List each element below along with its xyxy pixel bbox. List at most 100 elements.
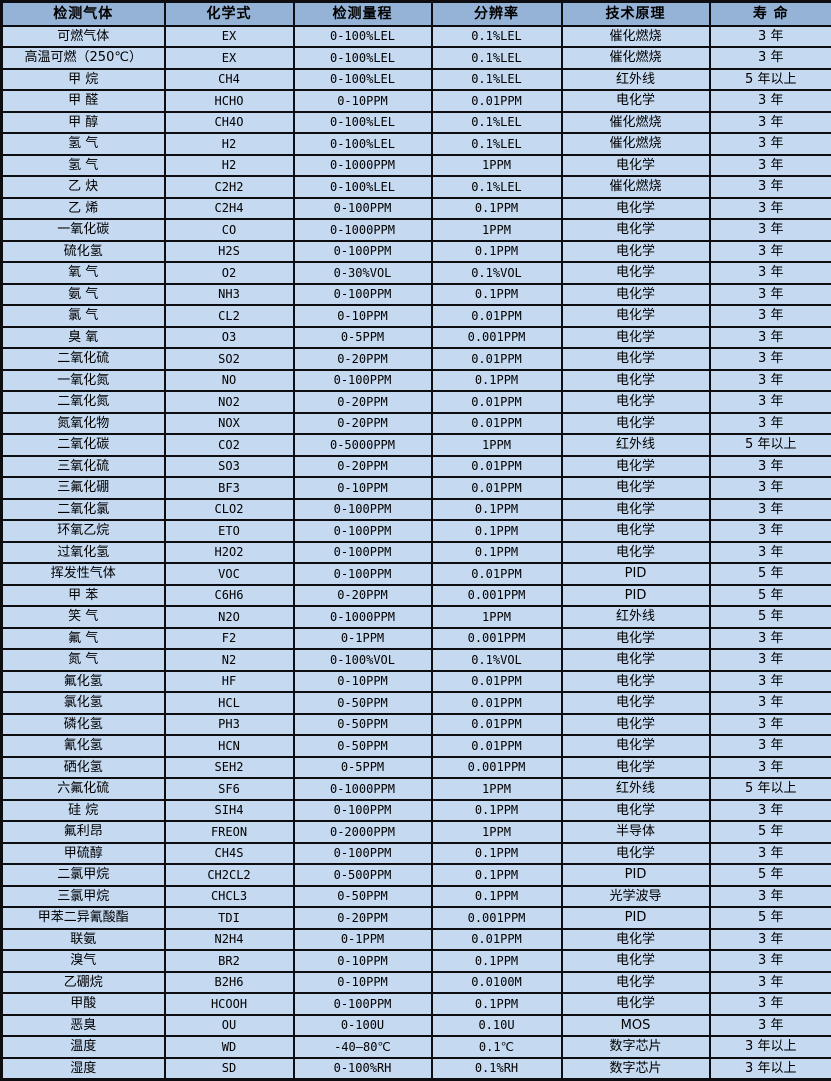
cell-lifespan: 5 年 (710, 606, 831, 628)
column-header-resolution: 分辨率 (432, 2, 562, 26)
cell-resolution: 0.1PPM (432, 843, 562, 865)
cell-gas: 硒化氢 (2, 757, 165, 779)
cell-resolution: 0.1%VOL (432, 649, 562, 671)
cell-gas: 环氧乙烷 (2, 520, 165, 542)
cell-lifespan: 5 年 (710, 864, 831, 886)
cell-range: 0-100PPM (294, 499, 432, 521)
cell-principle: 催化燃烧 (562, 26, 710, 48)
cell-lifespan: 3 年 (710, 757, 831, 779)
cell-lifespan: 3 年 (710, 262, 831, 284)
cell-resolution: 0.01PPM (432, 735, 562, 757)
cell-gas: 氮氧化物 (2, 413, 165, 435)
cell-range: 0-1000PPM (294, 155, 432, 177)
cell-principle: 电化学 (562, 241, 710, 263)
cell-gas: 恶臭 (2, 1015, 165, 1037)
cell-principle: 电化学 (562, 348, 710, 370)
cell-principle: 电化学 (562, 327, 710, 349)
cell-resolution: 0.1PPM (432, 993, 562, 1015)
cell-range: 0-500PPM (294, 864, 432, 886)
cell-range: 0-50PPM (294, 735, 432, 757)
cell-range: 0-100%LEL (294, 69, 432, 91)
cell-resolution: 0.001PPM (432, 585, 562, 607)
cell-gas: 臭 氧 (2, 327, 165, 349)
cell-lifespan: 3 年 (710, 499, 831, 521)
cell-formula: CH4 (165, 69, 294, 91)
cell-principle: 电化学 (562, 735, 710, 757)
cell-range: 0-5PPM (294, 757, 432, 779)
cell-range: 0-1000PPM (294, 778, 432, 800)
cell-lifespan: 3 年 (710, 284, 831, 306)
cell-resolution: 0.1%VOL (432, 262, 562, 284)
cell-principle: 电化学 (562, 262, 710, 284)
cell-principle: 电化学 (562, 90, 710, 112)
cell-range: 0-100PPM (294, 241, 432, 263)
cell-gas: 氟利昂 (2, 821, 165, 843)
cell-formula: OU (165, 1015, 294, 1037)
column-header-formula: 化学式 (165, 2, 294, 26)
cell-formula: HF (165, 671, 294, 693)
cell-principle: 电化学 (562, 305, 710, 327)
cell-range: 0-100%LEL (294, 176, 432, 198)
cell-resolution: 1PPM (432, 821, 562, 843)
cell-gas: 甲硫醇 (2, 843, 165, 865)
cell-gas: 挥发性气体 (2, 563, 165, 585)
cell-gas: 氢 气 (2, 133, 165, 155)
cell-principle: 电化学 (562, 284, 710, 306)
cell-resolution: 1PPM (432, 434, 562, 456)
table-header: 检测气体 化学式 检测量程 分辨率 技术原理 寿 命 (2, 2, 831, 26)
cell-range: 0-50PPM (294, 714, 432, 736)
cell-range: 0-20PPM (294, 413, 432, 435)
cell-formula: SO2 (165, 348, 294, 370)
cell-principle: 数字芯片 (562, 1058, 710, 1080)
cell-principle: 电化学 (562, 671, 710, 693)
cell-formula: N2H4 (165, 929, 294, 951)
cell-formula: SD (165, 1058, 294, 1080)
cell-resolution: 0.1%LEL (432, 176, 562, 198)
cell-lifespan: 3 年 (710, 155, 831, 177)
cell-gas: 氨 气 (2, 284, 165, 306)
cell-range: -40—80℃ (294, 1036, 432, 1058)
cell-principle: 电化学 (562, 520, 710, 542)
cell-range: 0-20PPM (294, 585, 432, 607)
cell-gas: 二氧化碳 (2, 434, 165, 456)
cell-formula: SIH4 (165, 800, 294, 822)
cell-range: 0-100%LEL (294, 133, 432, 155)
cell-principle: 红外线 (562, 69, 710, 91)
cell-lifespan: 3 年 (710, 520, 831, 542)
cell-gas: 甲 醛 (2, 90, 165, 112)
cell-principle: 电化学 (562, 456, 710, 478)
cell-resolution: 0.1PPM (432, 499, 562, 521)
cell-formula: CH4S (165, 843, 294, 865)
cell-principle: 催化燃烧 (562, 133, 710, 155)
cell-gas: 笑 气 (2, 606, 165, 628)
cell-lifespan: 3 年 (710, 800, 831, 822)
cell-resolution: 0.01PPM (432, 563, 562, 585)
cell-formula: O2 (165, 262, 294, 284)
cell-formula: HCOOH (165, 993, 294, 1015)
cell-resolution: 0.01PPM (432, 456, 562, 478)
cell-principle: 红外线 (562, 434, 710, 456)
cell-gas: 一氧化氮 (2, 370, 165, 392)
cell-gas: 溴气 (2, 950, 165, 972)
cell-resolution: 0.1PPM (432, 886, 562, 908)
